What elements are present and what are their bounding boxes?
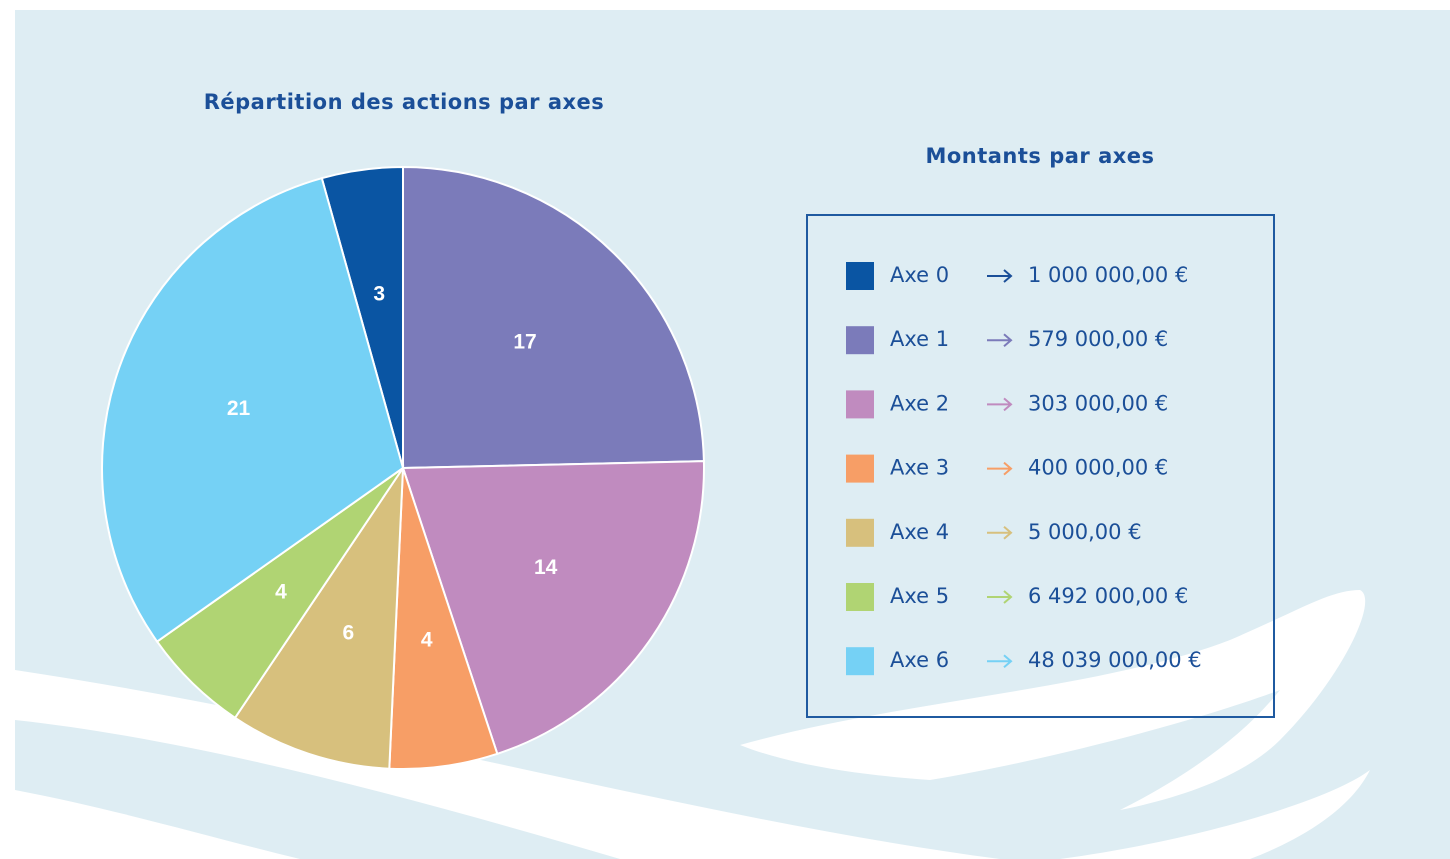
data-label: 3 bbox=[373, 283, 385, 306]
legend-amount: 5 000,00 € bbox=[1028, 520, 1142, 544]
legend-label: Axe 0 bbox=[890, 263, 949, 287]
data-label: 14 bbox=[534, 556, 558, 579]
legend-swatch bbox=[846, 647, 874, 676]
legend-swatch bbox=[846, 326, 874, 355]
data-label: 6 bbox=[342, 621, 354, 644]
pie-slice bbox=[101, 176, 405, 643]
legend-arrow bbox=[987, 590, 1013, 604]
pie-slice bbox=[401, 460, 705, 756]
legend-arrow bbox=[987, 397, 1013, 412]
legend-arrow bbox=[987, 333, 1013, 347]
legend-arrow bbox=[987, 269, 1013, 283]
legend-amount: 400 000,00 € bbox=[1028, 456, 1168, 480]
decor-swoosh bbox=[1060, 770, 1370, 859]
legend-swatch bbox=[846, 454, 874, 483]
data-label: 4 bbox=[421, 629, 433, 652]
decor-swoosh bbox=[15, 790, 300, 859]
legend-arrow bbox=[987, 526, 1013, 540]
legend-swatch bbox=[846, 583, 874, 611]
data-label: 21 bbox=[227, 397, 251, 420]
pie-slice bbox=[402, 165, 705, 470]
decor-swoosh bbox=[740, 590, 1366, 810]
legend-label: Axe 4 bbox=[890, 520, 949, 544]
legend-box bbox=[806, 214, 1275, 718]
legend-label: Axe 2 bbox=[890, 391, 949, 415]
legend-amount: 6 492 000,00 € bbox=[1028, 584, 1188, 608]
legend-amount: 48 039 000,00 € bbox=[1028, 648, 1202, 672]
legend-label: Axe 1 bbox=[890, 327, 949, 351]
legend-label: Axe 3 bbox=[890, 456, 949, 480]
legend-label: Axe 5 bbox=[890, 584, 949, 608]
legend-arrow bbox=[987, 461, 1013, 476]
legend-amount: 1 000 000,00 € bbox=[1028, 263, 1188, 287]
legend-arrow bbox=[987, 654, 1013, 668]
legend-swatch bbox=[846, 390, 874, 419]
chart-title: Répartition des actions par axes bbox=[204, 90, 605, 114]
legend-amount: 579 000,00 € bbox=[1028, 327, 1168, 351]
legend-title: Montants par axes bbox=[925, 144, 1154, 168]
legend-amount: 303 000,00 € bbox=[1028, 391, 1168, 415]
pie-slice bbox=[233, 464, 405, 770]
data-label: 17 bbox=[513, 331, 536, 354]
data-label: 4 bbox=[275, 580, 287, 603]
legend-swatch bbox=[846, 518, 874, 547]
legend-label: Axe 6 bbox=[890, 648, 949, 672]
legend-swatch bbox=[846, 262, 874, 290]
